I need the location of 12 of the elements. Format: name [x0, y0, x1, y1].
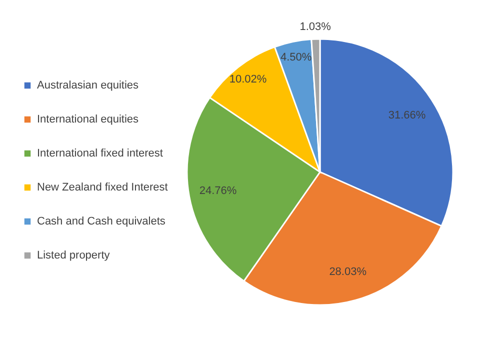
- legend-label: Cash and Cash equivalets: [37, 216, 166, 228]
- data-label: 24.76%: [199, 184, 237, 197]
- legend-label: International equities: [37, 114, 140, 126]
- legend-label: Australasian equities: [37, 80, 140, 92]
- legend-label: Listed property: [37, 250, 110, 262]
- data-label: 4.50%: [280, 51, 312, 64]
- data-label: 10.02%: [229, 74, 267, 86]
- data-label: 28.03%: [329, 266, 367, 278]
- legend-label: International fixed interest: [37, 148, 163, 160]
- legend-label: New Zealand fixed Interest: [37, 182, 168, 194]
- data-label: 31.66%: [388, 109, 426, 122]
- data-label: 1.03%: [300, 21, 332, 34]
